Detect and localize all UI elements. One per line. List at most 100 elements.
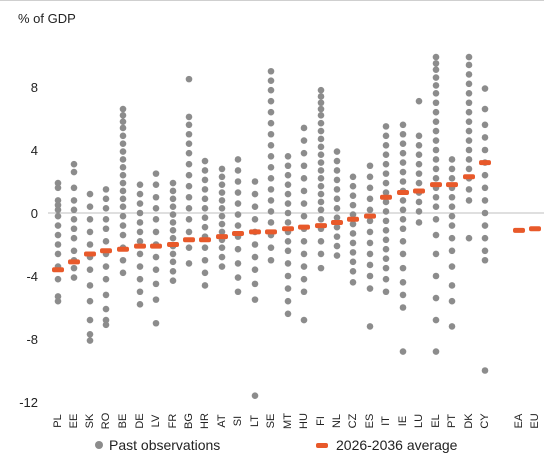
observation-point [152, 266, 160, 274]
observation-point [317, 135, 325, 143]
observation-point [432, 231, 440, 239]
observation-point [86, 241, 94, 248]
observation-point [317, 105, 325, 113]
observation-point [382, 227, 390, 234]
observation-point [267, 141, 275, 149]
legend-label-average: 2026-2036 average [336, 437, 458, 453]
observation-point [349, 267, 357, 275]
average-dash-cy [479, 160, 491, 166]
observation-point [399, 178, 407, 185]
observation-point [300, 149, 308, 157]
observation-point [234, 211, 242, 218]
observation-point [218, 197, 226, 204]
observation-point [432, 108, 440, 116]
x-tick-label-eu: EU [529, 413, 541, 428]
observation-point [399, 304, 407, 311]
observation-point [218, 263, 226, 270]
observation-point [284, 162, 292, 170]
observation-point [432, 82, 440, 89]
observation-point [86, 330, 94, 338]
observation-point [102, 291, 110, 299]
observation-point [201, 256, 209, 264]
average-dash-lu [413, 188, 425, 194]
observation-point [382, 123, 390, 130]
observation-point [366, 261, 374, 269]
observation-point [267, 219, 275, 226]
observation-point [432, 118, 440, 125]
observation-point [119, 231, 127, 239]
observation-point [448, 247, 456, 255]
observation-point [218, 181, 226, 188]
observation-point [349, 230, 357, 237]
observation-point [382, 151, 390, 159]
observation-point [366, 272, 374, 280]
x-tick-label-ie: IE [397, 416, 409, 426]
observation-point [102, 186, 110, 193]
average-dash-at [216, 234, 228, 240]
observation-point [234, 167, 242, 174]
observation-point [119, 269, 127, 277]
observation-point [136, 301, 144, 308]
observation-point [284, 310, 292, 318]
average-dash-nl [331, 219, 343, 225]
observation-point [251, 280, 259, 288]
observation-point [86, 297, 94, 305]
observation-point [152, 193, 160, 201]
observation-point [415, 170, 423, 177]
observation-point [234, 260, 242, 267]
observation-point [349, 201, 357, 209]
observation-point [300, 238, 308, 245]
observation-point [432, 53, 440, 61]
x-tick-label-fr: FR [167, 414, 179, 429]
observation-point [382, 255, 390, 262]
observation-point [119, 112, 127, 119]
observation-point [399, 238, 407, 245]
observation-point [399, 291, 407, 299]
observation-point [333, 214, 341, 222]
observation-point [465, 99, 473, 107]
observation-point [317, 119, 325, 127]
y-tick-label: -4 [26, 269, 38, 284]
observation-point [481, 234, 489, 242]
observation-point [70, 184, 78, 192]
observation-point [382, 245, 390, 253]
x-tick-label-ee: EE [68, 414, 80, 429]
average-dash-fi [315, 223, 327, 229]
observation-point [251, 253, 259, 261]
observation-point [284, 190, 292, 198]
observation-point [432, 156, 440, 163]
observation-point [481, 134, 489, 141]
observation-point [448, 193, 456, 201]
observation-point [317, 143, 325, 151]
observation-point [251, 241, 259, 248]
observation-point [201, 167, 209, 174]
average-dash-bg [183, 237, 195, 243]
observation-point [234, 245, 242, 253]
observation-point [432, 316, 440, 324]
observation-point [448, 175, 456, 182]
average-dash-de [134, 243, 146, 249]
observation-point [119, 203, 127, 210]
observation-point [432, 165, 440, 173]
observation-point [102, 263, 110, 270]
average-dashes [52, 160, 541, 273]
observation-point [86, 316, 94, 324]
observation-point [267, 67, 275, 75]
observation-point [185, 260, 193, 267]
observation-point [284, 153, 292, 160]
past-observation-points [54, 53, 489, 400]
average-dash-es [364, 213, 376, 219]
observation-point [432, 90, 440, 97]
top-border [0, 0, 544, 1]
observation-point [465, 118, 473, 125]
observation-point [54, 179, 62, 187]
observation-point [70, 274, 78, 281]
observation-point [481, 197, 489, 204]
observation-point [399, 348, 407, 355]
observation-point [432, 137, 440, 144]
observation-point [317, 151, 325, 159]
observation-point [201, 157, 209, 165]
y-tick-label: 0 [31, 206, 38, 221]
observation-point [70, 264, 78, 272]
average-dash-si [232, 230, 244, 236]
